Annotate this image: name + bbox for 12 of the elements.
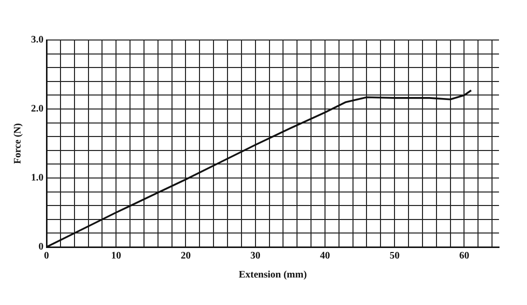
x-axis-title: Extension (mm): [238, 270, 307, 281]
x-tick-label: 40: [320, 250, 330, 262]
y-tick-label: 2.0: [31, 104, 44, 115]
x-tick-label: 50: [390, 250, 400, 262]
x-tick-label: 10: [111, 250, 122, 262]
x-tick-label: 30: [250, 250, 260, 262]
y-axis-title: Force (N): [12, 123, 24, 164]
y-tick-label: 0: [38, 242, 44, 253]
y-tick-label: 3.0: [31, 34, 44, 46]
x-tick-label: 20: [180, 250, 191, 262]
y-tick-label: 1.0: [31, 172, 44, 184]
x-tick-label: 60: [459, 250, 470, 262]
